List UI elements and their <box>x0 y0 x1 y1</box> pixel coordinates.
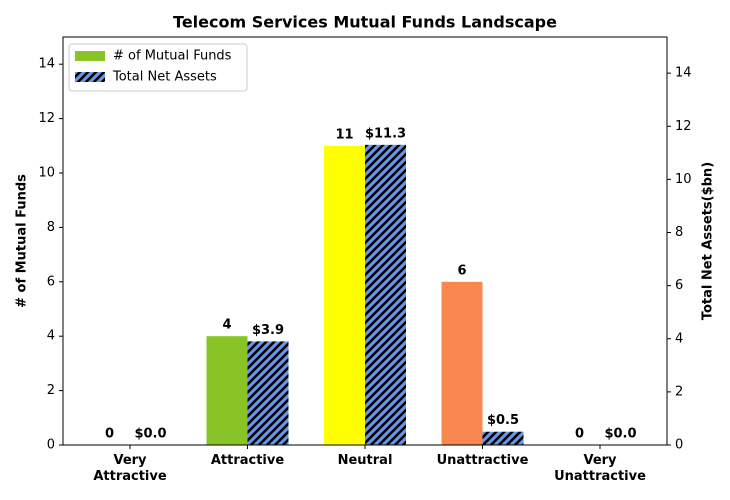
data-label: $0.5 <box>487 413 519 428</box>
plot-frame <box>62 36 668 446</box>
data-label: $11.3 <box>365 126 406 141</box>
y2-tick-label: 0 <box>675 438 683 453</box>
x-tick-label: Neutral <box>337 453 393 468</box>
y-tick-label: 10 <box>38 166 55 181</box>
y-tick-label: 0 <box>47 438 55 453</box>
legend-box <box>68 43 248 92</box>
bar <box>365 144 406 445</box>
data-label: 0 <box>105 427 114 442</box>
legend-swatch <box>75 72 105 82</box>
y-axis-label: # of Mutual Funds <box>15 174 30 308</box>
y-tick-label: 12 <box>38 111 55 126</box>
y2-tick-label: 6 <box>675 278 683 293</box>
y2-tick-label: 2 <box>675 384 683 399</box>
y2-tick-label: 10 <box>675 172 692 187</box>
data-label: 0 <box>575 427 584 442</box>
y-tick-label: 6 <box>47 274 55 289</box>
data-label: 4 <box>222 318 231 333</box>
data-label: 6 <box>457 263 466 278</box>
bar <box>482 431 524 445</box>
bar <box>441 281 483 445</box>
y-tick-label: 14 <box>38 57 55 72</box>
x-tick-label: Attractive <box>210 453 285 468</box>
y-tick-label: 4 <box>47 329 55 344</box>
y-tick-label: 8 <box>47 220 55 235</box>
data-label: 11 <box>335 127 353 142</box>
data-label: $0.0 <box>604 427 636 442</box>
y2-tick-label: 12 <box>675 119 692 134</box>
x-tick-label: Unattractive <box>436 453 529 468</box>
chart-title: Telecom Services Mutual Funds Landscape <box>173 13 557 32</box>
bar <box>247 341 289 445</box>
x-tick-label: Very Unattractive <box>554 453 646 484</box>
legend-swatch <box>75 51 105 61</box>
y2-tick-label: 8 <box>675 225 683 240</box>
legend-label: # of Mutual Funds <box>113 49 232 64</box>
legend-label: Total Net Assets <box>112 70 217 85</box>
y2-tick-label: 14 <box>675 66 692 81</box>
y2-tick-label: 4 <box>675 331 683 346</box>
y-tick-label: 2 <box>47 383 55 398</box>
bar <box>206 336 248 445</box>
data-label: $0.0 <box>134 427 166 442</box>
y2-axis-label: Total Net Assets($bn) <box>701 162 716 320</box>
data-label: $3.9 <box>252 323 284 338</box>
x-tick-label: Very Attractive <box>93 453 167 484</box>
bar <box>324 145 365 446</box>
